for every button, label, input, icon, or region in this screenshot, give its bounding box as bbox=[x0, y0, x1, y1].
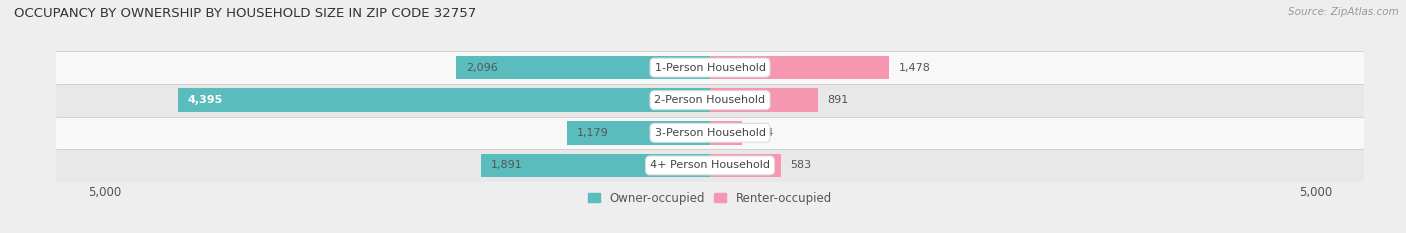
Legend: Owner-occupied, Renter-occupied: Owner-occupied, Renter-occupied bbox=[588, 192, 832, 205]
Bar bbox=[567, 121, 710, 144]
Bar bbox=[710, 154, 780, 177]
Bar bbox=[44, 149, 1376, 182]
Text: 4+ Person Household: 4+ Person Household bbox=[650, 161, 770, 170]
Bar bbox=[44, 116, 1376, 149]
Bar bbox=[710, 121, 742, 144]
Text: 583: 583 bbox=[790, 161, 811, 170]
Text: 1-Person Household: 1-Person Household bbox=[655, 63, 765, 72]
Text: 1,891: 1,891 bbox=[491, 161, 523, 170]
Bar bbox=[710, 89, 818, 112]
Text: OCCUPANCY BY OWNERSHIP BY HOUSEHOLD SIZE IN ZIP CODE 32757: OCCUPANCY BY OWNERSHIP BY HOUSEHOLD SIZE… bbox=[14, 7, 477, 20]
Text: 3-Person Household: 3-Person Household bbox=[655, 128, 765, 138]
Text: Source: ZipAtlas.com: Source: ZipAtlas.com bbox=[1288, 7, 1399, 17]
Text: 2,096: 2,096 bbox=[465, 63, 498, 72]
Bar bbox=[179, 89, 710, 112]
Text: 4,395: 4,395 bbox=[187, 95, 224, 105]
Bar bbox=[44, 84, 1376, 116]
Bar bbox=[457, 56, 710, 79]
Text: 1,478: 1,478 bbox=[898, 63, 931, 72]
Bar bbox=[44, 51, 1376, 84]
Text: 2-Person Household: 2-Person Household bbox=[654, 95, 766, 105]
Text: 891: 891 bbox=[828, 95, 849, 105]
Bar bbox=[710, 56, 889, 79]
Text: 1,179: 1,179 bbox=[576, 128, 609, 138]
Text: 264: 264 bbox=[752, 128, 773, 138]
Bar bbox=[481, 154, 710, 177]
